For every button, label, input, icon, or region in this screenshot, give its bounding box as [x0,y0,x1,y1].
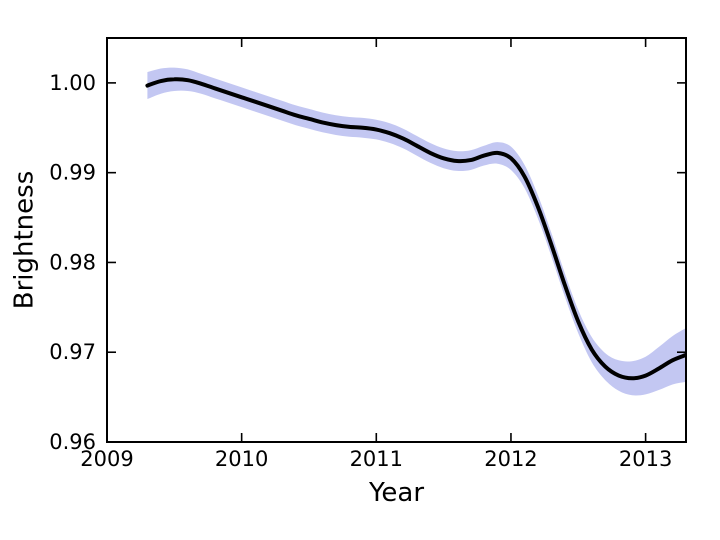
confidence-band [147,67,686,396]
x-tick-label: 2013 [619,447,672,471]
x-tick-label: 2011 [350,447,403,471]
brightness-line [145,77,686,381]
x-tick-label: 2009 [80,447,133,471]
x-axis-label: Year [368,478,425,508]
y-tick-label: 0.97 [49,340,96,364]
x-tick-label: 2012 [484,447,537,471]
y-tick-label: 0.99 [49,161,96,185]
y-tick-label: 0.96 [49,430,96,454]
y-axis-label-wrap: Brightness [2,38,46,442]
plot-frame [106,37,687,443]
y-tick-label: 1.00 [49,71,96,95]
y-tick-label: 0.98 [49,250,96,274]
y-axis-label: Brightness [9,170,39,310]
x-tick-label: 2010 [215,447,268,471]
